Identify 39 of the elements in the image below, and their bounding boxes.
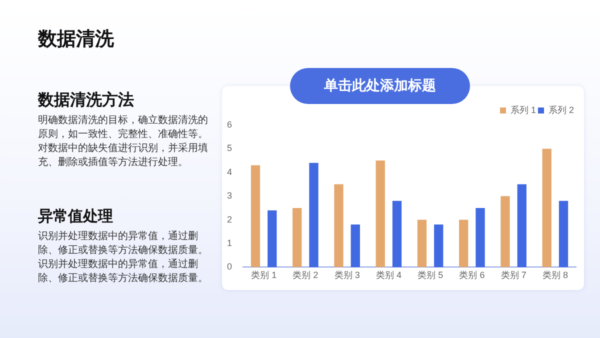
- text: 识别并处理数据中的异常值，通过删除、修正或替换等方法确保数据质量。识别并处理数据中的异常值，通过删除、修正或替换等方法确保数据质量。: [38, 230, 208, 286]
- text: 明确数据清洗的目标，确立数据清洗的原则，如一致性、完整性、准确性等。对数据中的缺失值进行识别，并采用填充、删除或插值等方法进行处理。: [38, 114, 209, 170]
- text: 数据清洗: [38, 27, 114, 52]
- bar: [517, 184, 526, 268]
- y-tick-label: 5: [226, 143, 232, 154]
- legend-label: 系列 1: [510, 104, 536, 115]
- x-tick-label: 类别 8: [542, 270, 568, 280]
- bar: [476, 208, 485, 268]
- bar: [376, 160, 385, 268]
- bar: [268, 210, 277, 268]
- chart-title: 单击此处添加标题: [290, 68, 470, 104]
- bar: [309, 162, 318, 268]
- bar: [350, 224, 360, 268]
- y-tick-label: 3: [226, 190, 232, 201]
- x-tick-label: 类别 1: [251, 270, 277, 280]
- text: 异常值处理: [38, 207, 113, 226]
- x-tick-label: 类别 2: [292, 270, 318, 280]
- bar: [417, 220, 427, 268]
- bar: [558, 200, 568, 268]
- text: 数据清洗方法: [38, 90, 134, 111]
- bar: [434, 224, 444, 268]
- legend-label: 系列 2: [548, 104, 574, 115]
- bar: [250, 165, 260, 268]
- bar: [500, 196, 510, 268]
- x-tick-label: 类别 4: [376, 270, 402, 280]
- y-tick-label: 0: [226, 262, 232, 272]
- bar: [392, 200, 402, 268]
- bar: [459, 220, 468, 268]
- y-tick-label: 4: [226, 166, 232, 177]
- y-tick-label: 2: [226, 214, 232, 224]
- x-tick-label: 类别 7: [500, 270, 526, 280]
- y-tick-label: 6: [226, 119, 232, 130]
- bar: [542, 148, 552, 268]
- x-tick-label: 类别 6: [459, 270, 485, 280]
- bar: [292, 208, 302, 268]
- y-tick-label: 1: [226, 238, 232, 248]
- bar: [334, 184, 344, 268]
- x-tick-label: 类别 3: [334, 270, 360, 280]
- x-tick-label: 类别 5: [418, 270, 444, 280]
